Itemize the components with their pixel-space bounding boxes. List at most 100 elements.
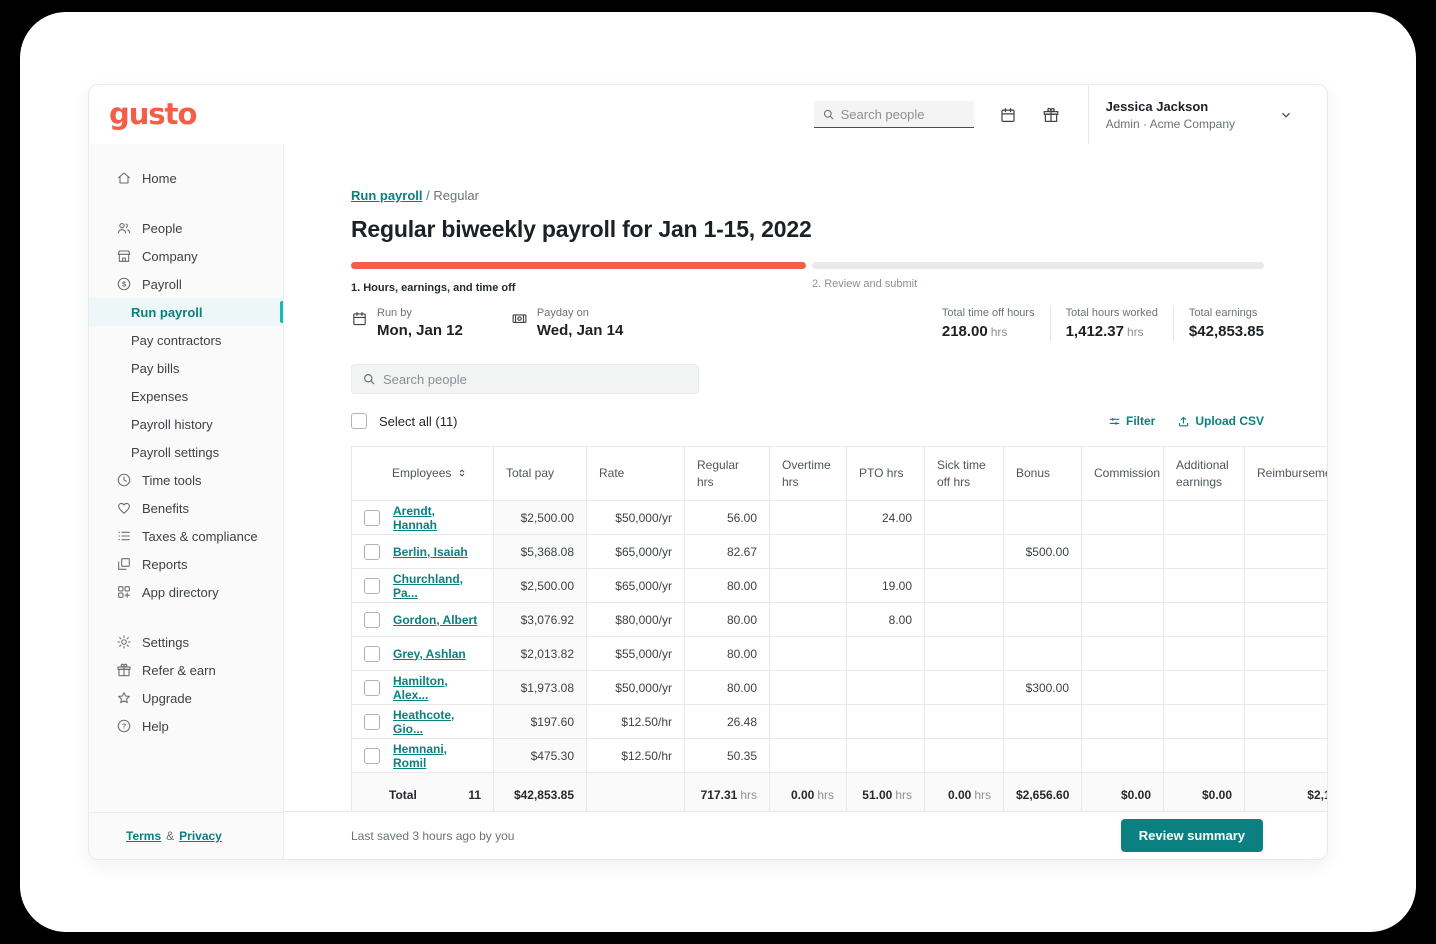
cell-overtime-hrs[interactable]	[770, 501, 847, 535]
cell-sick-time-off-hrs[interactable]	[925, 637, 1004, 671]
review-summary-button[interactable]: Review summary	[1121, 819, 1263, 852]
sidebar-item-app-directory[interactable]: App directory	[89, 578, 283, 606]
cell-bonus[interactable]	[1004, 705, 1082, 739]
cell-reimbursements[interactable]	[1245, 671, 1328, 705]
cell-rate[interactable]: $12.50/hr	[587, 705, 685, 739]
cell-rate[interactable]: $65,000/yr	[587, 569, 685, 603]
sidebar-item-run-payroll[interactable]: Run payroll	[89, 298, 283, 326]
cell-overtime-hrs[interactable]	[770, 535, 847, 569]
cell-additional-earnings[interactable]	[1164, 569, 1245, 603]
sidebar-item-upgrade[interactable]: Upgrade	[89, 684, 283, 712]
cell-additional-earnings[interactable]	[1164, 603, 1245, 637]
cell-rate[interactable]: $50,000/yr	[587, 671, 685, 705]
cell-reimbursements[interactable]	[1245, 739, 1328, 773]
sidebar-item-settings[interactable]: Settings	[89, 628, 283, 656]
employee-link[interactable]: Berlin, Isaiah	[393, 545, 468, 559]
table-search[interactable]	[351, 364, 699, 394]
cell-bonus[interactable]	[1004, 637, 1082, 671]
cell-sick-time-off-hrs[interactable]	[925, 705, 1004, 739]
cell-additional-earnings[interactable]	[1164, 637, 1245, 671]
cell-pto-hrs[interactable]	[847, 705, 925, 739]
employee-link[interactable]: Gordon, Albert	[393, 613, 477, 627]
gift-icon[interactable]	[1042, 106, 1060, 124]
cell-overtime-hrs[interactable]	[770, 739, 847, 773]
cell-rate[interactable]: $50,000/yr	[587, 501, 685, 535]
cell-pto-hrs[interactable]	[847, 739, 925, 773]
cell-commission[interactable]	[1082, 739, 1164, 773]
cell-bonus[interactable]	[1004, 569, 1082, 603]
cell-total-pay[interactable]: $197.60	[494, 705, 587, 739]
cell-pto-hrs[interactable]: 8.00	[847, 603, 925, 637]
cell-regular-hrs[interactable]: 50.35	[685, 739, 770, 773]
cell-additional-earnings[interactable]	[1164, 535, 1245, 569]
privacy-link[interactable]: Privacy	[179, 829, 222, 843]
cell-commission[interactable]	[1082, 501, 1164, 535]
sidebar-item-reports[interactable]: Reports	[89, 550, 283, 578]
cell-overtime-hrs[interactable]	[770, 569, 847, 603]
cell-rate[interactable]: $12.50/hr	[587, 739, 685, 773]
cell-rate[interactable]: $80,000/yr	[587, 603, 685, 637]
cell-regular-hrs[interactable]: 82.67	[685, 535, 770, 569]
global-search-input[interactable]	[841, 107, 966, 122]
cell-reimbursements[interactable]	[1245, 705, 1328, 739]
chevron-down-icon[interactable]	[1279, 108, 1293, 122]
cell-reimbursements[interactable]	[1245, 603, 1328, 637]
cell-commission[interactable]	[1082, 637, 1164, 671]
row-checkbox[interactable]	[364, 714, 380, 730]
cell-commission[interactable]	[1082, 705, 1164, 739]
sidebar-item-payroll-settings[interactable]: Payroll settings	[89, 438, 283, 466]
cell-sick-time-off-hrs[interactable]	[925, 603, 1004, 637]
cell-sick-time-off-hrs[interactable]	[925, 739, 1004, 773]
cell-regular-hrs[interactable]: 80.00	[685, 603, 770, 637]
cell-commission[interactable]	[1082, 535, 1164, 569]
cell-regular-hrs[interactable]: 26.48	[685, 705, 770, 739]
employee-link[interactable]: Grey, Ashlan	[393, 647, 466, 661]
row-checkbox[interactable]	[364, 510, 380, 526]
global-search[interactable]	[814, 101, 974, 128]
cell-total-pay[interactable]: $5,368.08	[494, 535, 587, 569]
calendar-icon[interactable]	[999, 106, 1017, 124]
cell-pto-hrs[interactable]	[847, 535, 925, 569]
row-checkbox[interactable]	[364, 680, 380, 696]
cell-regular-hrs[interactable]: 80.00	[685, 637, 770, 671]
cell-total-pay[interactable]: $475.30	[494, 739, 587, 773]
user-menu[interactable]: Jessica Jackson Admin · Acme Company	[1088, 85, 1235, 144]
cell-commission[interactable]	[1082, 569, 1164, 603]
column-header-employees[interactable]: Employees	[352, 447, 494, 501]
cell-reimbursements[interactable]	[1245, 569, 1328, 603]
cell-regular-hrs[interactable]: 80.00	[685, 671, 770, 705]
cell-bonus[interactable]	[1004, 501, 1082, 535]
cell-rate[interactable]: $65,000/yr	[587, 535, 685, 569]
employee-link[interactable]: Hemnani, Romil	[393, 742, 481, 770]
cell-additional-earnings[interactable]	[1164, 739, 1245, 773]
cell-reimbursements[interactable]	[1245, 501, 1328, 535]
cell-regular-hrs[interactable]: 56.00	[685, 501, 770, 535]
employee-link[interactable]: Churchland, Pa...	[393, 572, 481, 600]
sidebar-item-refer-earn[interactable]: Refer & earn	[89, 656, 283, 684]
cell-pto-hrs[interactable]: 24.00	[847, 501, 925, 535]
terms-link[interactable]: Terms	[126, 829, 161, 843]
table-search-input[interactable]	[383, 372, 688, 387]
sidebar-item-pay-contractors[interactable]: Pay contractors	[89, 326, 283, 354]
cell-additional-earnings[interactable]	[1164, 705, 1245, 739]
upload-csv-button[interactable]: Upload CSV	[1177, 414, 1264, 428]
cell-bonus[interactable]	[1004, 603, 1082, 637]
sort-icon[interactable]	[451, 466, 468, 480]
cell-bonus[interactable]: $300.00	[1004, 671, 1082, 705]
row-checkbox[interactable]	[364, 646, 380, 662]
sidebar-item-help[interactable]: ?Help	[89, 712, 283, 740]
cell-overtime-hrs[interactable]	[770, 705, 847, 739]
employee-link[interactable]: Arendt, Hannah	[393, 504, 481, 532]
cell-pto-hrs[interactable]	[847, 637, 925, 671]
row-checkbox[interactable]	[364, 612, 380, 628]
cell-commission[interactable]	[1082, 671, 1164, 705]
sidebar-item-taxes-compliance[interactable]: Taxes & compliance	[89, 522, 283, 550]
cell-overtime-hrs[interactable]	[770, 671, 847, 705]
sidebar-item-company[interactable]: Company	[89, 242, 283, 270]
employee-link[interactable]: Hamilton, Alex...	[393, 674, 481, 702]
sidebar-item-pay-bills[interactable]: Pay bills	[89, 354, 283, 382]
cell-reimbursements[interactable]	[1245, 535, 1328, 569]
cell-pto-hrs[interactable]: 19.00	[847, 569, 925, 603]
sidebar-item-expenses[interactable]: Expenses	[89, 382, 283, 410]
cell-overtime-hrs[interactable]	[770, 603, 847, 637]
